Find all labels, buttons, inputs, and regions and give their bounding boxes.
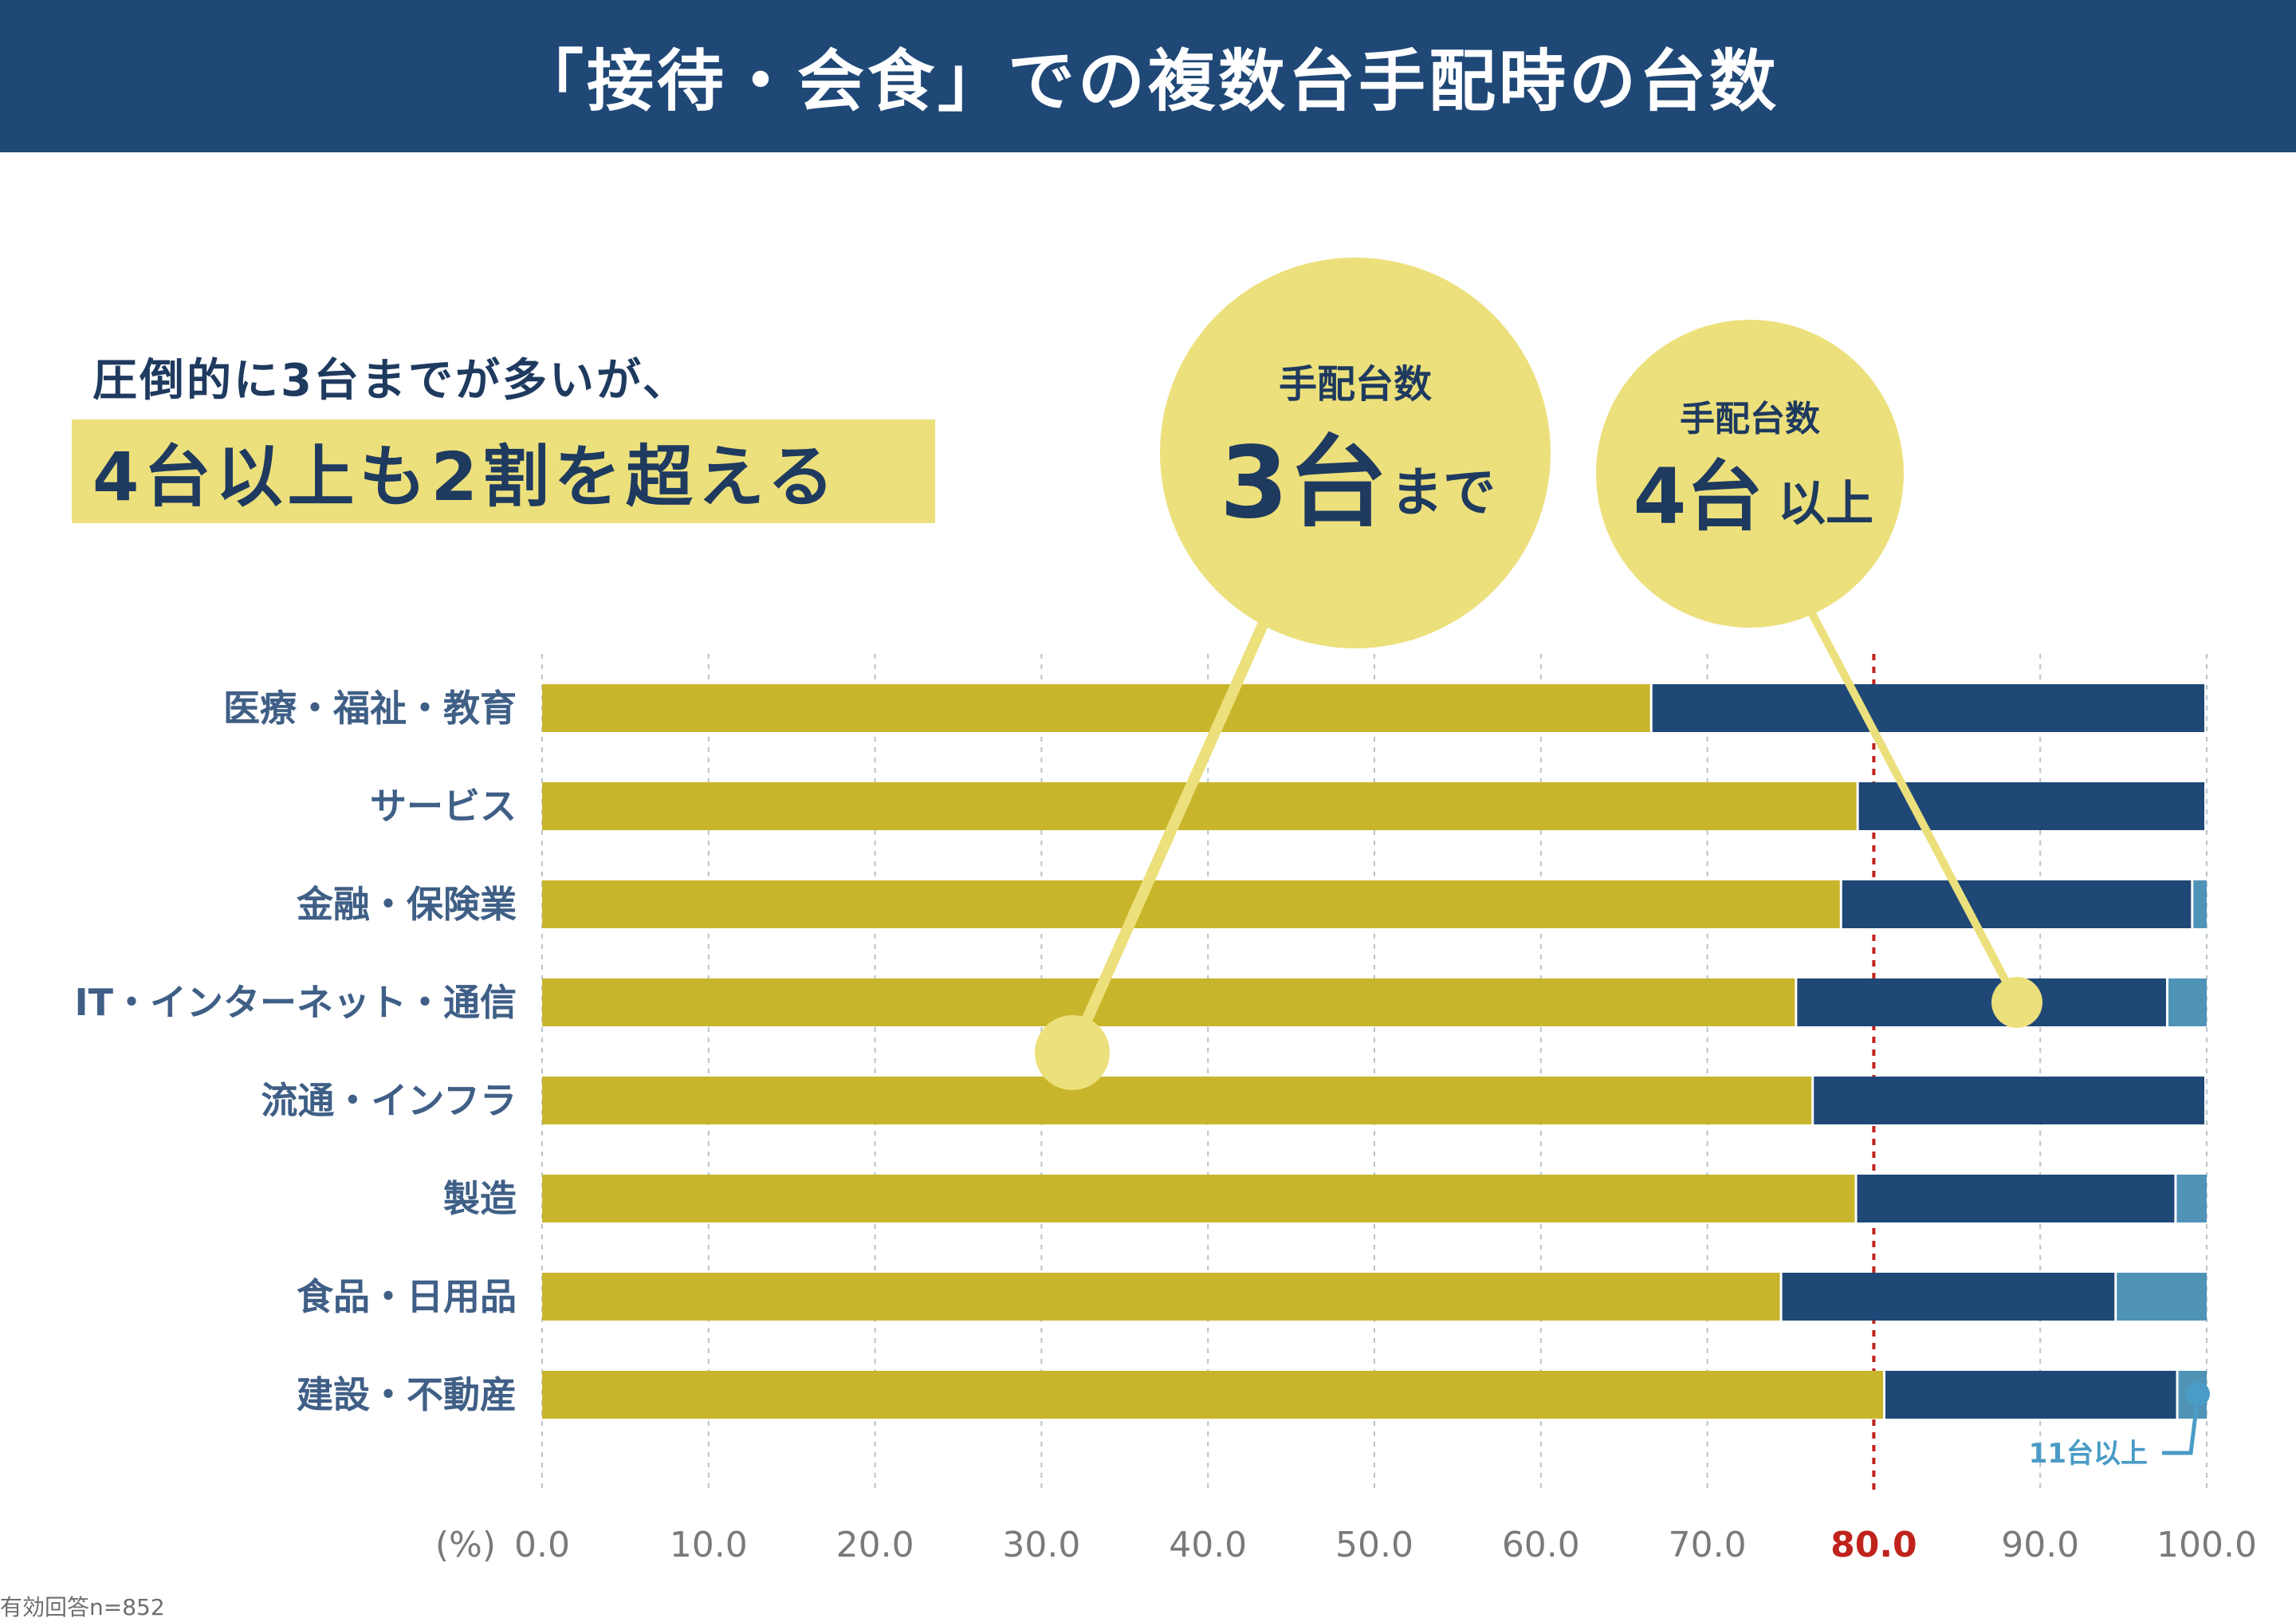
headline-line-2-text: 4台以上も2割を超える bbox=[92, 437, 839, 516]
callout-four-plus-sub: 手配台数 bbox=[1680, 399, 1820, 439]
category-label: 金融・保険業 bbox=[296, 883, 517, 926]
callout-connector-four-plus bbox=[1804, 602, 2021, 1006]
callout-up-to-3-sub: 手配台数 bbox=[1279, 362, 1432, 407]
x-tick-label: 60.0 bbox=[1502, 1525, 1580, 1565]
category-label: 流通・インフラ bbox=[261, 1079, 517, 1122]
bar-four-plus bbox=[1885, 1371, 2176, 1419]
bar-four-plus bbox=[1842, 880, 2192, 928]
bar-four-plus bbox=[1652, 684, 2204, 732]
callout-up-to-3-big: 3台 bbox=[1220, 426, 1387, 541]
category-label: IT・インターネット・通信 bbox=[75, 981, 517, 1024]
chart-title: 「接待・会食」での複数台手配時の台数 bbox=[516, 42, 1779, 120]
callout-connector-up-to-3 bbox=[1067, 608, 1273, 1058]
callout-four-plus-big: 4台 bbox=[1634, 452, 1763, 541]
bar-up-to-3 bbox=[542, 880, 1840, 928]
callout-up-to-3-small: まで bbox=[1390, 462, 1496, 523]
category-label: 食品・日用品 bbox=[297, 1275, 517, 1318]
bar-up-to-3 bbox=[542, 1371, 1884, 1419]
bar-up-to-3 bbox=[542, 1273, 1780, 1321]
x-tick-label: 10.0 bbox=[670, 1525, 748, 1565]
callout-circle-up-to-3 bbox=[1160, 258, 1551, 648]
headline-line-1: 圧倒的に3台までが多いが、 bbox=[92, 355, 690, 407]
bar-four-plus bbox=[1857, 1175, 2175, 1222]
x-tick-label: 30.0 bbox=[1002, 1525, 1080, 1565]
category-label: 医療・福祉・教育 bbox=[223, 687, 517, 730]
bar-four-plus bbox=[1814, 1077, 2204, 1124]
x-tick-label: 50.0 bbox=[1335, 1525, 1413, 1565]
callout-dot-four-plus bbox=[1991, 977, 2042, 1028]
bar-four-plus bbox=[1782, 1273, 2115, 1321]
bar-up-to-3 bbox=[542, 684, 1650, 732]
gridlines bbox=[541, 654, 2208, 1491]
eleven-plus-connector bbox=[2162, 1395, 2200, 1455]
x-tick-label: 20.0 bbox=[836, 1525, 914, 1565]
bar-eleven-plus bbox=[2117, 1273, 2207, 1321]
x-tick-label: 40.0 bbox=[1169, 1525, 1247, 1565]
bar-up-to-3 bbox=[542, 782, 1857, 830]
bar-up-to-3 bbox=[542, 978, 1795, 1026]
category-label: サービス bbox=[370, 785, 517, 828]
title-bar: 「接待・会食」での複数台手配時の台数 bbox=[0, 0, 2296, 152]
eleven-plus-dot bbox=[2186, 1382, 2210, 1406]
x-tick-label: 90.0 bbox=[2001, 1525, 2079, 1565]
bar-eleven-plus bbox=[2168, 978, 2207, 1026]
headline-line-2: 4台以上も2割を超える bbox=[72, 419, 935, 523]
callout-circle-four-plus bbox=[1596, 320, 1904, 628]
x-tick-label: 100.0 bbox=[2156, 1525, 2257, 1565]
bar-eleven-plus bbox=[2193, 880, 2207, 928]
x-axis-ticks: 0.0 10.0 20.0 30.0 40.0 50.0 60.0 70.0 80.0 90.0 1… bbox=[514, 1525, 2257, 1565]
bars bbox=[542, 684, 2207, 1419]
eleven-plus-label: 11台以上 bbox=[2029, 1438, 2148, 1470]
x-axis-unit-label: (%) bbox=[435, 1525, 496, 1565]
bar-four-plus bbox=[1797, 978, 2166, 1026]
footnote-sample-size: 有効回答n=852 bbox=[0, 1594, 165, 1620]
callout-dot-up-to-3 bbox=[1035, 1015, 1110, 1090]
bar-up-to-3 bbox=[542, 1175, 1855, 1222]
category-label: 建設・不動産 bbox=[297, 1373, 517, 1416]
callout-four-plus-small: 以上 bbox=[1778, 476, 1873, 532]
bar-eleven-plus bbox=[2176, 1175, 2207, 1222]
x-tick-label: 0.0 bbox=[514, 1525, 570, 1565]
bar-up-to-3 bbox=[542, 1077, 1812, 1124]
x-tick-label: 80.0 bbox=[1830, 1525, 1917, 1565]
category-label: 製造 bbox=[443, 1177, 517, 1220]
x-tick-label: 70.0 bbox=[1669, 1525, 1747, 1565]
